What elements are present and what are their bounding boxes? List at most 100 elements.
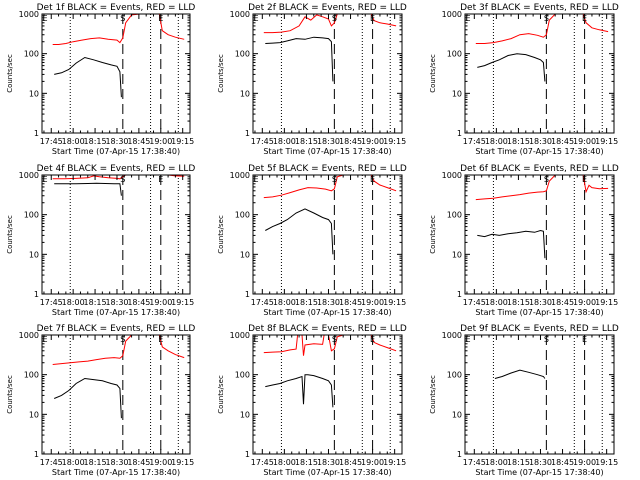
y-tick-label: 1 <box>34 129 39 138</box>
x-tick-label: 18:30 <box>529 137 552 146</box>
x-tick-label: 19:15 <box>383 458 406 467</box>
y-tick-label: 100 <box>24 371 39 380</box>
y-tick-label: 1000 <box>442 331 462 340</box>
plot-frame <box>464 13 615 134</box>
x-tick-label: 19:15 <box>171 458 194 467</box>
series-line-events <box>265 208 334 255</box>
series-line-lld <box>263 14 397 34</box>
y-axis-label: Counts/sec <box>6 54 14 93</box>
x-tick-label: 19:00 <box>573 137 596 146</box>
marker-label-e: E <box>370 175 375 184</box>
y-tick-label: 10 <box>452 250 462 259</box>
x-tick-label: 19:00 <box>361 298 384 307</box>
x-tick-label: 18:00 <box>485 137 508 146</box>
x-axis-label: Start Time (07-Apr-15 17:38:40) <box>263 468 391 477</box>
y-tick-label: 100 <box>24 211 39 220</box>
x-tick-label: 18:30 <box>105 458 128 467</box>
x-tick-label: 18:30 <box>317 298 340 307</box>
y-tick-label: 1000 <box>230 331 250 340</box>
y-axis-label: Counts/sec <box>217 54 225 93</box>
y-tick-label: 1 <box>34 450 39 459</box>
series-line-lld <box>263 175 397 199</box>
panel-det-6: Det 6f BLACK = Events, RED = LLD Counts/s… <box>429 164 619 317</box>
x-tick-label: 19:00 <box>361 458 384 467</box>
series-line-events <box>265 374 334 408</box>
x-tick-label: 18:30 <box>105 137 128 146</box>
x-tick-label: 18:00 <box>485 458 508 467</box>
x-tick-label: 17:45 <box>251 137 274 146</box>
y-tick-label: 10 <box>240 410 250 419</box>
x-tick-label: 18:45 <box>551 458 574 467</box>
panel-title: Det 7f BLACK = Events, RED = LLD <box>37 324 196 334</box>
x-tick-label: 19:00 <box>361 137 384 146</box>
y-tick-label: 1 <box>245 129 250 138</box>
x-tick-label: 18:45 <box>339 137 362 146</box>
x-tick-label: 17:45 <box>463 458 486 467</box>
x-tick-label: 19:00 <box>149 298 172 307</box>
panel-title: Det 1f BLACK = Events, RED = LLD <box>37 3 196 13</box>
y-tick-label: 100 <box>24 50 39 59</box>
x-axis-label: Start Time (07-Apr-15 17:38:40) <box>52 147 180 156</box>
y-axis-label: Counts/sec <box>429 375 437 414</box>
y-axis-label: Counts/sec <box>429 215 437 254</box>
series-line-events <box>54 377 122 419</box>
series-line-lld <box>475 175 609 201</box>
x-tick-label: 18:00 <box>62 298 85 307</box>
series-line-events <box>54 56 122 98</box>
x-axis-label: Start Time (07-Apr-15 17:38:40) <box>263 147 391 156</box>
x-tick-label: 17:45 <box>40 298 63 307</box>
x-tick-label: 18:30 <box>317 458 340 467</box>
marker-label-e-left: E <box>42 175 47 184</box>
marker-label-s: S <box>544 335 549 344</box>
y-tick-label: 10 <box>29 250 39 259</box>
panel-det-8: Det 8f BLACK = Events, RED = LLD Counts/s… <box>217 324 407 477</box>
panel-title: Det 5f BLACK = Events, RED = LLD <box>248 164 407 174</box>
y-tick-label: 100 <box>447 50 462 59</box>
x-tick-label: 18:15 <box>507 298 530 307</box>
plot-frame <box>41 13 191 134</box>
y-tick-label: 1 <box>34 290 39 299</box>
x-tick-label: 18:45 <box>127 137 150 146</box>
plot-frame <box>41 174 191 295</box>
x-tick-label: 19:15 <box>595 137 618 146</box>
x-tick-label: 19:15 <box>383 137 406 146</box>
series-line-lld <box>52 14 185 45</box>
y-tick-label: 1 <box>457 290 462 299</box>
marker-label-e: E <box>158 175 163 184</box>
y-tick-label: 10 <box>29 89 39 98</box>
y-tick-label: 1000 <box>19 331 39 340</box>
x-tick-label: 19:15 <box>595 298 618 307</box>
x-axis-label: Start Time (07-Apr-15 17:38:40) <box>52 468 180 477</box>
x-tick-label: 17:45 <box>251 458 274 467</box>
x-tick-label: 19:00 <box>573 458 596 467</box>
marker-label-e: E <box>158 14 163 23</box>
series-line-lld <box>475 14 609 44</box>
marker-label-e: E <box>370 14 375 23</box>
x-tick-label: 18:15 <box>295 137 318 146</box>
x-tick-label: 19:15 <box>171 137 194 146</box>
x-tick-label: 18:15 <box>507 458 530 467</box>
y-tick-label: 10 <box>240 250 250 259</box>
y-tick-label: 1000 <box>19 171 39 180</box>
plot-frame <box>252 334 403 455</box>
x-tick-label: 19:00 <box>149 458 172 467</box>
panel-det-5: Det 5f BLACK = Events, RED = LLD Counts/s… <box>217 164 407 317</box>
y-tick-label: 1 <box>457 129 462 138</box>
x-tick-label: 19:15 <box>383 298 406 307</box>
series-line-events <box>494 369 546 379</box>
y-axis-label: Counts/sec <box>6 375 14 414</box>
y-axis-label: Counts/sec <box>217 375 225 414</box>
plot-frame <box>464 334 615 455</box>
series-line-events <box>477 53 546 82</box>
x-tick-label: 18:00 <box>62 137 85 146</box>
marker-label-e: E <box>582 14 587 23</box>
y-tick-label: 1 <box>245 450 250 459</box>
y-tick-label: 10 <box>452 410 462 419</box>
series-line-events <box>265 36 334 82</box>
panel-det-3: Det 3f BLACK = Events, RED = LLD Counts/s… <box>429 3 619 156</box>
x-tick-label: 17:45 <box>463 137 486 146</box>
y-tick-label: 1000 <box>442 171 462 180</box>
y-axis-label: Counts/sec <box>429 54 437 93</box>
marker-label-s: S <box>332 335 337 344</box>
